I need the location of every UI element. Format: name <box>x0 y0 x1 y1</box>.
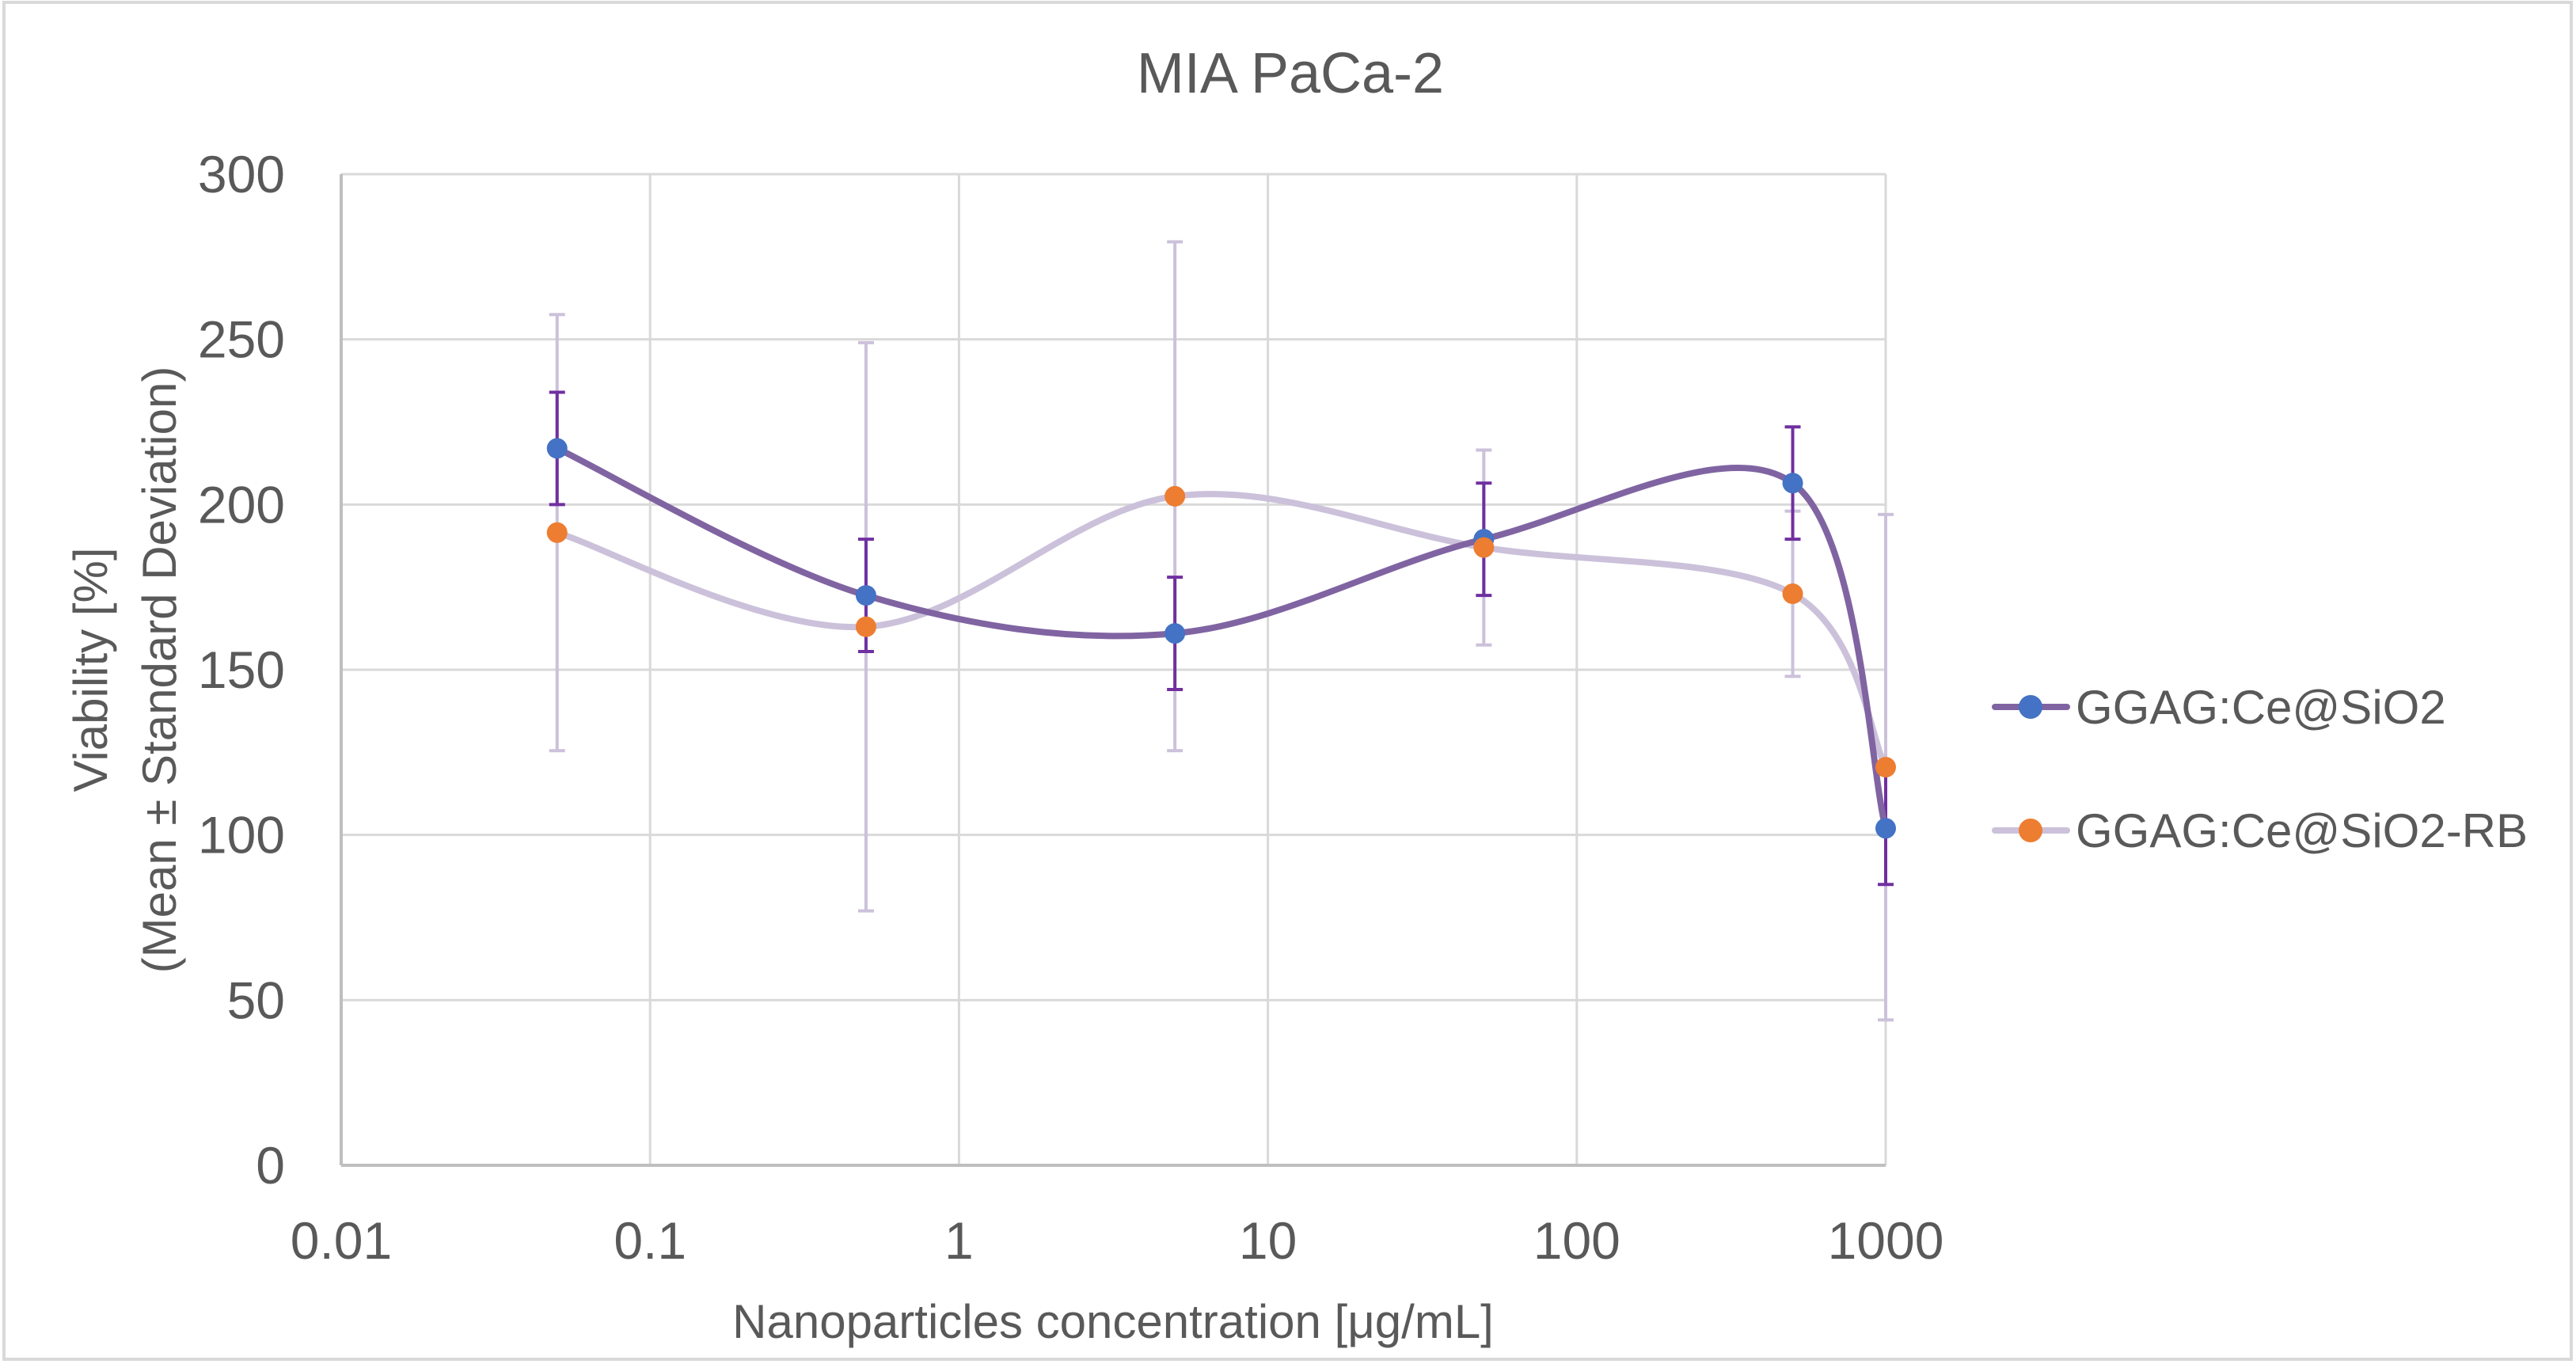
y-axis-title-line-2: (Mean ± Standard Deviation) <box>133 367 186 974</box>
y-tick-label: 100 <box>198 806 285 864</box>
series-line-1 <box>553 445 1889 832</box>
series-markers <box>546 438 1896 839</box>
legend-item-2[interactable]: GGAG:Ce@SiO2-RB <box>1992 804 2528 857</box>
x-axis-title: Nanoparticles concentration [μg/mL] <box>732 1295 1494 1348</box>
y-tick-label: 200 <box>198 475 285 534</box>
data-point-series-2 <box>1473 537 1495 558</box>
data-point-series-1 <box>1875 818 1896 839</box>
x-tick-label: 0.01 <box>291 1211 392 1270</box>
axes <box>340 174 1886 1167</box>
x-tick-label: 0.1 <box>614 1211 686 1270</box>
legend-marker-series-2 <box>2019 819 2042 842</box>
legend-label-series-2: GGAG:Ce@SiO2-RB <box>2076 804 2528 857</box>
x-tick-label: 10 <box>1239 1211 1297 1270</box>
x-tick-label: 1000 <box>1828 1211 1944 1270</box>
legend-marker-series-1 <box>2019 695 2042 719</box>
x-tick-labels: 0.01 0.1 1 10 100 1000 <box>291 1211 1944 1270</box>
y-tick-label: 250 <box>198 310 285 369</box>
y-axis-title-line-1: Viability [%] <box>64 547 117 792</box>
y-tick-label: 50 <box>227 971 285 1029</box>
data-point-series-2 <box>546 522 568 543</box>
data-point-series-2 <box>1782 583 1803 605</box>
x-tick-label: 100 <box>1533 1211 1620 1270</box>
chart-title: MIA PaCa-2 <box>1137 42 1444 105</box>
gridlines <box>341 173 1887 1165</box>
legend-label-series-1: GGAG:Ce@SiO2 <box>2076 681 2446 734</box>
data-point-series-1 <box>1782 473 1803 494</box>
data-point-series-1 <box>1165 623 1186 644</box>
y-tick-label: 300 <box>198 145 285 203</box>
data-point-series-1 <box>546 438 568 459</box>
legend-item-1[interactable]: GGAG:Ce@SiO2 <box>1992 681 2446 734</box>
legend: GGAG:Ce@SiO2 GGAG:Ce@SiO2-RB <box>1992 681 2528 857</box>
y-tick-label: 0 <box>256 1136 285 1195</box>
data-point-series-2 <box>1165 485 1186 507</box>
y-tick-labels: 0 50 100 150 200 250 300 <box>198 145 285 1195</box>
data-point-series-2 <box>855 616 876 637</box>
data-point-series-2 <box>1875 757 1896 778</box>
x-tick-label: 1 <box>944 1211 974 1270</box>
data-point-series-1 <box>855 585 876 606</box>
y-tick-label: 150 <box>198 640 285 699</box>
